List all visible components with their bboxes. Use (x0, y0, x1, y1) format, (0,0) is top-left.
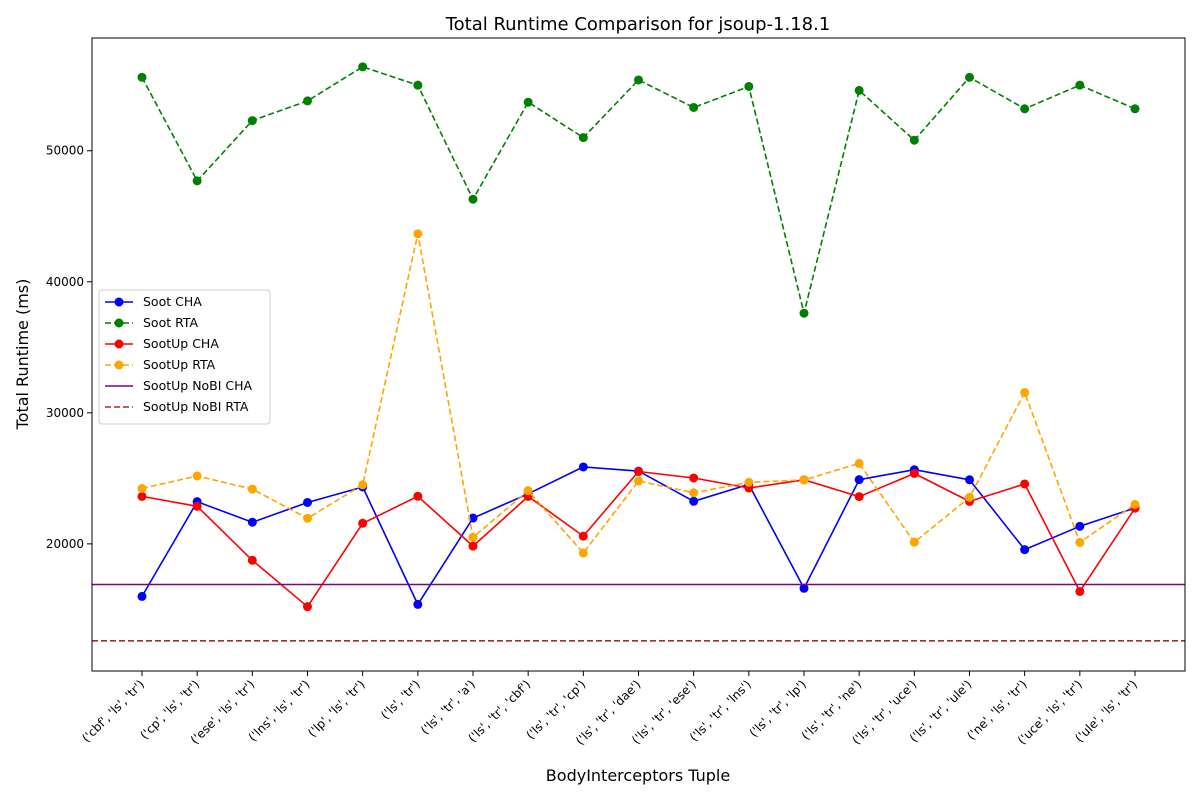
soot-rta-point (1020, 104, 1030, 114)
soot-rta-point (909, 135, 919, 145)
soot-rta-point (413, 80, 423, 90)
sootup-rta-point (634, 476, 643, 486)
soot-rta-point (358, 62, 368, 72)
sootup-cha-point (909, 468, 919, 478)
soot-cha-point (965, 475, 974, 485)
soot-cha-point (799, 583, 809, 593)
soot-rta-point (468, 194, 478, 204)
sootup-rta-point (689, 488, 699, 498)
sootup-cha-point (634, 467, 643, 477)
sootup-cha-point (689, 473, 699, 483)
soot-rta-point (578, 133, 588, 143)
sootup-rta-point (965, 492, 974, 502)
soot-cha-point (689, 496, 699, 506)
sootup-rta-point (247, 484, 257, 494)
sootup-rta-point (854, 458, 864, 468)
sootup-rta-point (413, 229, 423, 239)
legend-label-soot-rta: Soot RTA (143, 315, 199, 330)
sootup-rta-point (1130, 499, 1140, 509)
sootup-cha-point (192, 501, 202, 511)
soot-cha-point (1075, 521, 1085, 531)
y-tick-label: 50000 (46, 144, 84, 158)
sootup-rta-point (578, 548, 588, 558)
soot-rta-point (744, 81, 754, 91)
sootup-rta-point (909, 537, 919, 547)
legend-marker-soot-rta (114, 318, 124, 328)
sootup-cha-point (1075, 586, 1085, 596)
sootup-rta-point (358, 480, 368, 490)
soot-cha-point (303, 497, 312, 507)
legend-marker-sootup-cha (114, 339, 124, 349)
soot-rta-point (137, 72, 147, 82)
sootup-rta-point (192, 471, 202, 481)
soot-cha-point (468, 513, 478, 523)
sootup-rta-point (468, 532, 478, 542)
soot-rta-point (854, 85, 864, 95)
sootup-rta-point (744, 477, 754, 487)
sootup-rta-point (523, 486, 533, 496)
sootup-cha-point (1020, 479, 1030, 489)
soot-rta-point (523, 97, 533, 107)
soot-rta-point (634, 75, 643, 85)
sootup-cha-point (413, 491, 423, 501)
series-layer (92, 62, 1185, 642)
soot-rta-point (1075, 80, 1085, 90)
soot-rta-point (965, 72, 974, 82)
legend-label-soot-cha: Soot CHA (143, 294, 202, 309)
sootup-rta-point (1075, 537, 1085, 547)
sootup-cha-point (854, 492, 864, 502)
sootup-rta-point (303, 513, 312, 523)
soot-cha-point (247, 517, 257, 527)
legend-label-sootup-nobi-cha: SootUp NoBI CHA (143, 378, 253, 393)
legend-marker-sootup-rta (114, 360, 124, 370)
soot-rta-point (247, 116, 257, 126)
legend-box (98, 289, 271, 425)
soot-rta-point (689, 102, 699, 112)
soot-rta-point (799, 308, 809, 318)
soot-cha-point (137, 591, 147, 601)
soot-cha-point (1020, 545, 1030, 555)
sootup-cha-point (137, 491, 147, 501)
sootup-cha-point (468, 541, 478, 551)
legend-label-sootup-nobi-rta: SootUp NoBI RTA (143, 399, 249, 414)
sootup-cha-point (303, 602, 312, 612)
legend-label-sootup-rta: SootUp RTA (143, 357, 216, 372)
legend-marker-soot-cha (114, 297, 124, 307)
soot-cha-point (854, 475, 864, 485)
sootup-cha-point (358, 518, 368, 528)
sootup-rta-point (1020, 388, 1030, 398)
x-axis-label: BodyInterceptors Tuple (546, 766, 730, 785)
sootup-rta-point (799, 475, 809, 485)
sootup-cha-point (247, 555, 257, 565)
soot-cha-point (413, 599, 423, 609)
y-tick-label: 20000 (46, 537, 84, 551)
y-tick-label: 40000 (46, 275, 84, 289)
soot-rta-point (303, 96, 312, 106)
chart-title: Total Runtime Comparison for jsoup-1.18.… (445, 14, 831, 35)
y-axis-label: Total Runtime (ms) (13, 279, 32, 431)
y-axis: 20000 30000 40000 50000 (46, 144, 92, 551)
y-tick-label: 30000 (46, 406, 84, 420)
legend-label-sootup-cha: SootUp CHA (143, 336, 219, 351)
legend: Soot CHA Soot RTA SootUp CHA SootUp RTA Soot… (98, 289, 271, 425)
soot-rta-point (1130, 104, 1140, 114)
soot-rta-point (192, 176, 202, 186)
sootup-rta-point (137, 483, 147, 493)
soot-cha-point (578, 462, 588, 472)
sootup-cha-point (578, 531, 588, 541)
